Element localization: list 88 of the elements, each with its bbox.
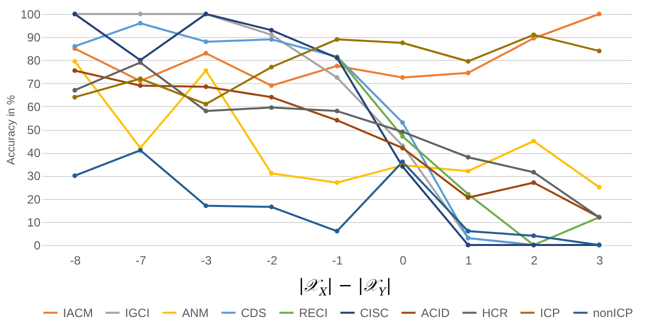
point [400, 129, 405, 134]
x-tick-label: -7 [135, 254, 146, 268]
y-tick-label: 20 [27, 192, 41, 206]
y-tick-label: 40 [27, 146, 41, 160]
y-tick-label: 0 [34, 238, 41, 252]
point [596, 12, 602, 16]
point [596, 48, 602, 54]
point [204, 84, 208, 90]
point [269, 32, 274, 38]
point [334, 75, 340, 80]
point [72, 94, 78, 100]
point [400, 146, 405, 150]
point [269, 94, 274, 100]
y-tick-label: 50 [27, 123, 41, 137]
legend-label: ANM [182, 306, 209, 320]
point [204, 50, 208, 56]
point [400, 75, 405, 80]
point [269, 28, 274, 33]
point [72, 68, 78, 73]
point [531, 32, 536, 38]
x-tick-label: -3 [201, 254, 212, 268]
legend-label: ACID [421, 306, 450, 320]
point [269, 105, 274, 110]
x-tick-label: -1 [332, 254, 344, 268]
point [400, 134, 405, 139]
point [72, 173, 78, 178]
point [138, 60, 143, 65]
point [531, 233, 536, 238]
legend-label: HCR [482, 306, 508, 320]
point [72, 88, 78, 93]
x-tick-label: 2 [530, 254, 538, 268]
point [269, 64, 274, 70]
legend-label: IGCI [125, 306, 150, 320]
point [138, 20, 143, 26]
point [138, 12, 143, 16]
point [269, 37, 274, 42]
x-axis-title: |𝒳$_{X}$| − |𝒳$_{Y}$| [297, 276, 393, 298]
x-tick-label: -2 [266, 254, 278, 268]
point [400, 40, 405, 46]
y-tick-label: 80 [27, 54, 41, 68]
point [204, 108, 208, 114]
y-tick-label: 100 [20, 8, 41, 22]
point [138, 76, 143, 82]
point [334, 108, 340, 114]
y-tick-label: 30 [27, 169, 41, 184]
point [204, 39, 208, 44]
point [466, 242, 470, 248]
point [400, 160, 405, 164]
point [204, 68, 208, 73]
legend-label: ICP [540, 306, 560, 320]
point [204, 102, 208, 106]
x-tick-label: -8 [70, 254, 81, 268]
point [466, 228, 470, 234]
point [466, 195, 470, 200]
point [334, 180, 340, 185]
legend-label: CDS [241, 306, 266, 320]
legend-label: IACM [63, 306, 94, 320]
point [269, 83, 274, 88]
legend-label: nonICP [593, 306, 634, 320]
y-axis-title: Accuracy in % [5, 94, 18, 165]
y-tick-label: 70 [27, 76, 41, 91]
point [334, 118, 340, 123]
point [466, 59, 470, 64]
x-tick-label: 1 [465, 254, 472, 268]
y-tick-label: 10 [27, 215, 41, 230]
point [531, 170, 536, 175]
point [531, 138, 536, 144]
point [466, 70, 470, 76]
y-tick-label: 90 [27, 30, 41, 45]
point [138, 83, 143, 88]
point [466, 168, 470, 174]
point [269, 204, 274, 210]
point [531, 180, 536, 185]
x-tick-label: 3 [596, 254, 604, 268]
point [596, 184, 602, 190]
point [269, 171, 274, 176]
point [72, 59, 78, 64]
point [204, 203, 208, 208]
legend-label: RECI [299, 306, 328, 320]
legend-label: CISC [360, 306, 390, 320]
point [334, 37, 340, 42]
x-tick-label: 0 [400, 254, 407, 268]
point [334, 64, 340, 68]
point [334, 228, 340, 234]
y-tick-label: 60 [27, 100, 41, 114]
point [466, 154, 470, 160]
point [138, 148, 143, 153]
point [400, 120, 405, 125]
